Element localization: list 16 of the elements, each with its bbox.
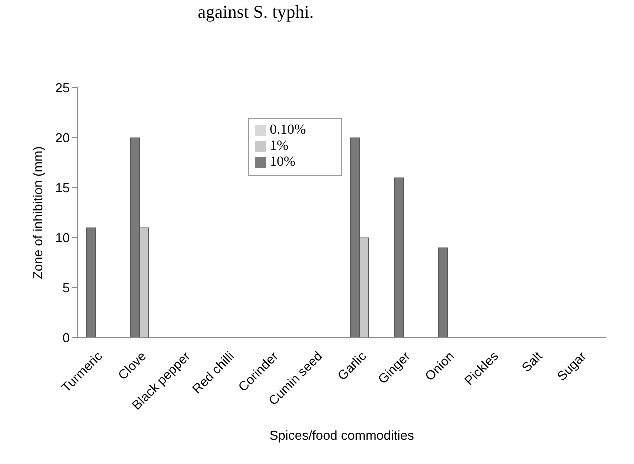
y-axis-title: Zone of inhibition (mm) xyxy=(30,146,46,280)
bar xyxy=(438,248,448,338)
bar xyxy=(394,178,404,338)
y-tick-label: 5 xyxy=(62,280,70,296)
chart-title: against S. typhi. xyxy=(198,2,314,23)
y-tick-label: 20 xyxy=(56,130,70,146)
legend-label: 0.10% xyxy=(270,123,306,138)
x-tick-label: Salt xyxy=(518,348,546,376)
bar xyxy=(86,228,96,338)
y-tick-label: 15 xyxy=(56,180,70,196)
x-axis-title: Spices/food commodities xyxy=(270,428,415,443)
y-tick-label: 0 xyxy=(62,330,70,346)
legend-label: 1% xyxy=(270,139,289,154)
y-tick-label: 10 xyxy=(56,230,70,246)
y-tick-label: 25 xyxy=(56,80,70,96)
legend-label: 10% xyxy=(270,155,296,170)
